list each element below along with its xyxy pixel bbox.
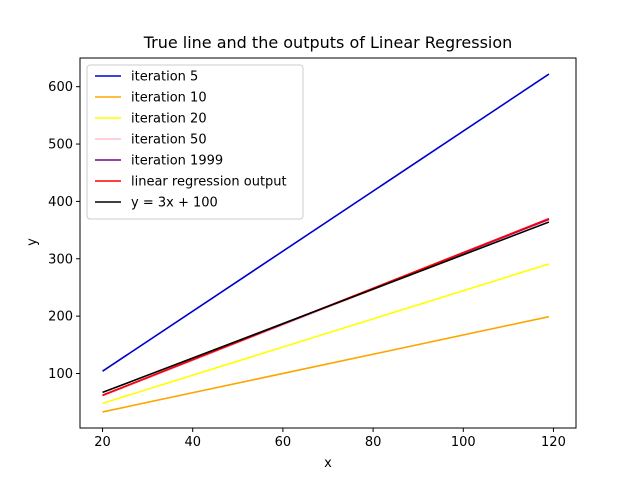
y-axis-ticks: 100 200 300 400 500 600 bbox=[48, 80, 80, 382]
series-layer bbox=[102, 73, 550, 413]
legend-box bbox=[86, 64, 304, 220]
y-axis-label: y bbox=[25, 238, 40, 246]
legend-label: iteration 50 bbox=[131, 133, 207, 148]
x-tick-label: 100 bbox=[451, 435, 476, 450]
x-tick-label: 40 bbox=[184, 435, 201, 450]
y-tick-label: 300 bbox=[48, 252, 73, 267]
y-tick-label: 200 bbox=[48, 310, 73, 325]
x-tick-label: 80 bbox=[365, 435, 382, 450]
x-axis-label: x bbox=[324, 456, 332, 471]
x-tick-label: 20 bbox=[94, 435, 111, 450]
series-line-2 bbox=[102, 315, 550, 413]
y-tick-label: 500 bbox=[48, 138, 73, 153]
chart-title: True line and the outputs of Linear Regr… bbox=[143, 33, 513, 52]
y-tick-label: 100 bbox=[48, 367, 73, 382]
legend-label: iteration 5 bbox=[131, 70, 198, 85]
legend: iteration 5 iteration 10 iteration 20 itera… bbox=[86, 64, 304, 220]
legend-label: iteration 1999 bbox=[131, 154, 223, 169]
legend-label: y = 3x + 100 bbox=[131, 196, 218, 211]
legend-label: linear regression output bbox=[131, 175, 287, 190]
series-line-3 bbox=[102, 263, 550, 405]
x-tick-label: 120 bbox=[541, 435, 566, 450]
series-line-7 bbox=[102, 221, 550, 394]
x-tick-label: 60 bbox=[275, 435, 292, 450]
legend-label: iteration 20 bbox=[131, 112, 207, 127]
y-tick-label: 600 bbox=[48, 80, 73, 95]
plot-frame bbox=[79, 57, 577, 429]
series-line-1 bbox=[102, 73, 550, 372]
legend-label: iteration 10 bbox=[131, 91, 207, 106]
x-axis-ticks: 20 40 60 80 100 120 bbox=[94, 428, 566, 450]
y-tick-label: 400 bbox=[48, 195, 73, 210]
